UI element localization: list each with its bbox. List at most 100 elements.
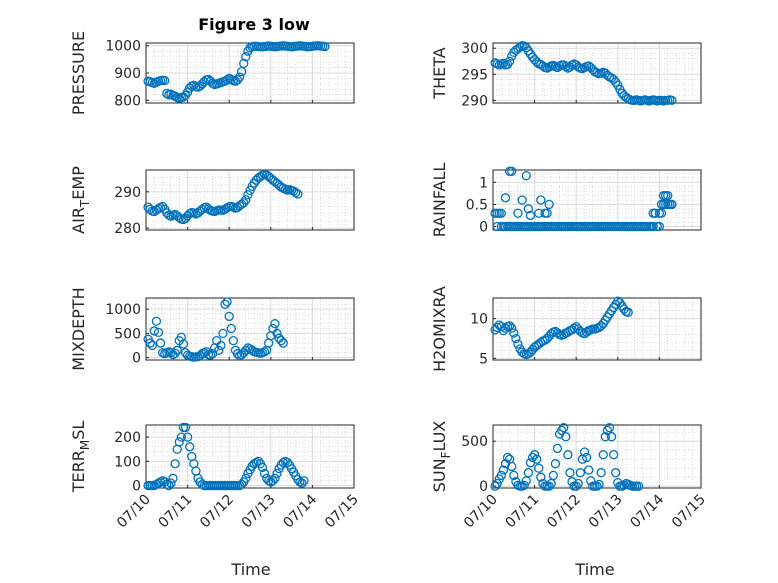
data-point bbox=[170, 459, 180, 469]
data-point bbox=[243, 190, 253, 200]
data-point bbox=[234, 72, 245, 82]
plot-area bbox=[492, 424, 702, 489]
y-tick-label: 1 bbox=[479, 175, 488, 191]
data-point bbox=[241, 473, 251, 483]
y-tick-label: 295 bbox=[461, 67, 488, 83]
x-tick-label: 07/11 bbox=[156, 492, 196, 532]
x-tick-label: 07/10 bbox=[114, 492, 154, 532]
y-axis-label: SUNFLUX bbox=[430, 421, 453, 493]
x-tick-label: 07/15 bbox=[669, 492, 709, 532]
data-point bbox=[581, 452, 592, 463]
data-point bbox=[663, 190, 673, 201]
y-tick-label: 0 bbox=[132, 351, 141, 367]
y-tick-label: 0 bbox=[479, 479, 488, 495]
data-point bbox=[534, 463, 544, 473]
data-point bbox=[579, 447, 590, 457]
x-tick-label: 07/14 bbox=[627, 491, 667, 531]
data-point bbox=[604, 423, 615, 433]
data-point bbox=[251, 457, 261, 468]
data-point bbox=[226, 323, 236, 334]
data-point bbox=[611, 468, 621, 478]
figure-title: Figure 3 low bbox=[198, 15, 310, 34]
y-tick-label: 500 bbox=[461, 434, 488, 450]
data-point bbox=[145, 338, 155, 348]
y-axis-label: THETA bbox=[430, 47, 449, 99]
x-axis-label-right: Time bbox=[574, 560, 614, 579]
data-point bbox=[232, 75, 243, 85]
data-point bbox=[151, 316, 162, 326]
data-point bbox=[507, 166, 517, 176]
data-point bbox=[598, 450, 608, 460]
data-point bbox=[519, 480, 529, 490]
data-point bbox=[278, 338, 288, 348]
y-tick-label: 0 bbox=[132, 479, 141, 495]
y-axis-label: MIXDEPTH bbox=[69, 287, 88, 370]
y-tick-label: 800 bbox=[114, 93, 141, 109]
data-point bbox=[596, 468, 606, 478]
y-tick-label: 280 bbox=[114, 221, 141, 237]
x-tick-label: 07/11 bbox=[503, 492, 543, 532]
subplot-6: 5 10 H2OMIXRA bbox=[430, 286, 702, 372]
data-point bbox=[220, 299, 230, 309]
data-point bbox=[176, 332, 187, 342]
data-point bbox=[166, 348, 176, 358]
data-point bbox=[168, 473, 178, 483]
data-point bbox=[272, 328, 282, 339]
data-point bbox=[667, 95, 677, 106]
data-point bbox=[205, 350, 216, 360]
y-tick-label: 200 bbox=[114, 430, 141, 446]
data-point bbox=[633, 481, 644, 491]
x-tick-label: 07/15 bbox=[322, 492, 362, 532]
data-point bbox=[498, 58, 509, 68]
data-point bbox=[656, 208, 667, 218]
axes-box bbox=[145, 169, 355, 231]
y-axis-label: H2OMIXRA bbox=[430, 286, 449, 372]
data-point bbox=[172, 345, 182, 355]
data-point bbox=[608, 450, 619, 460]
data-point bbox=[504, 321, 515, 331]
data-point bbox=[565, 468, 575, 478]
y-tick-label: 5 bbox=[479, 351, 488, 367]
data-point bbox=[295, 477, 305, 487]
y-tick-label: 100 bbox=[114, 454, 141, 470]
data-point bbox=[509, 470, 519, 481]
data-point bbox=[606, 432, 617, 442]
data-point bbox=[529, 450, 540, 460]
data-point bbox=[536, 195, 546, 205]
data-point bbox=[222, 297, 232, 307]
data-point bbox=[548, 470, 558, 481]
data-point bbox=[515, 42, 525, 52]
data-point bbox=[259, 468, 270, 479]
data-point bbox=[268, 476, 278, 486]
data-point bbox=[511, 333, 521, 344]
y-axis-label: TERRMSL bbox=[69, 421, 92, 494]
data-point bbox=[492, 478, 502, 489]
data-point bbox=[513, 339, 523, 349]
subplot-4: 0 0.5 1 RAINFALL bbox=[430, 163, 702, 237]
x-tick-label: 07/12 bbox=[197, 492, 237, 532]
data-point bbox=[523, 204, 534, 214]
data-point bbox=[299, 476, 309, 486]
data-point bbox=[502, 452, 513, 463]
x-tick-label: 07/10 bbox=[461, 492, 501, 532]
data-point bbox=[174, 437, 184, 447]
axes-box bbox=[492, 42, 702, 104]
y-axis-label: PRESSURE bbox=[69, 31, 88, 115]
data-point bbox=[498, 465, 509, 475]
data-point bbox=[182, 432, 193, 442]
y-axis-label: AIRTEMP bbox=[69, 166, 92, 234]
data-point bbox=[507, 461, 517, 472]
data-point bbox=[648, 221, 658, 232]
y-tick-label: 900 bbox=[114, 66, 141, 82]
data-point bbox=[650, 208, 660, 218]
data-point bbox=[178, 339, 189, 349]
data-point bbox=[272, 468, 282, 479]
data-point bbox=[270, 473, 280, 483]
y-tick-label: 0.5 bbox=[466, 197, 488, 213]
data-point bbox=[155, 477, 166, 487]
axes-box bbox=[145, 424, 355, 489]
data-point bbox=[534, 208, 544, 218]
data-point bbox=[149, 326, 159, 336]
subplot-7: 0 100 200 07/10 07/11 07/12 07/13 07/14 07/15 TER… bbox=[69, 421, 362, 532]
data-point bbox=[241, 195, 251, 205]
